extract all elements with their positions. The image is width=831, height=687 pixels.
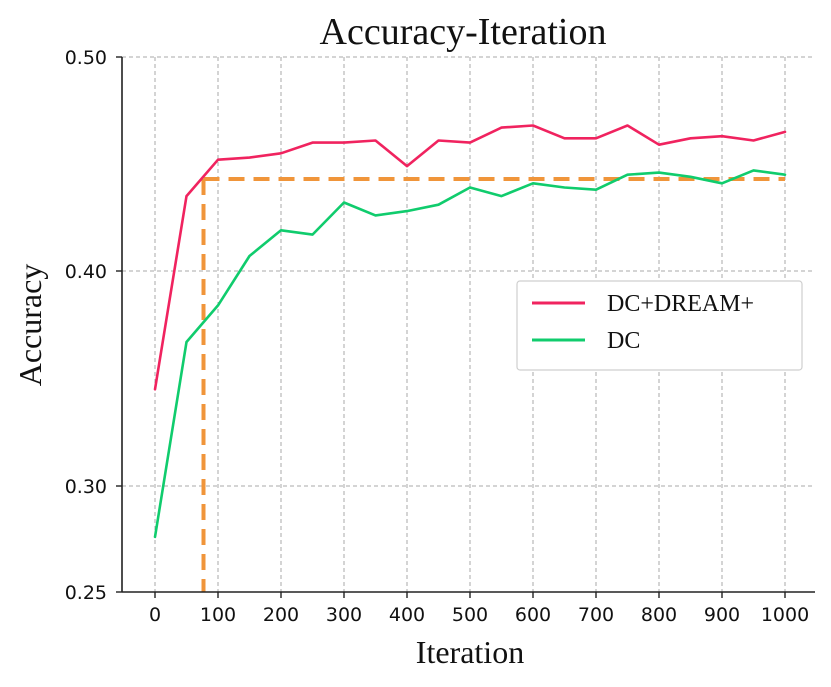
series-group: [153, 124, 787, 539]
legend-label-dc-dream: DC+DREAM+: [607, 291, 754, 317]
y-tick-label: 0.40: [65, 261, 107, 283]
x-tick-label: 0: [149, 604, 161, 626]
series-line-dc-dream: [153, 124, 787, 391]
x-tick-label: 500: [452, 604, 488, 626]
series-line-dc: [153, 169, 787, 539]
y-axis-label: Accuracy: [12, 264, 48, 387]
x-tick-label: 800: [641, 604, 677, 626]
x-tick-label: 400: [389, 604, 425, 626]
legend-box: [516, 280, 803, 371]
axes: [121, 57, 815, 593]
x-tick-label: 1000: [761, 604, 809, 626]
x-axis-label: Iteration: [416, 634, 524, 670]
legend-label-dc: DC: [607, 328, 640, 354]
x-tick-label: 700: [578, 604, 614, 626]
x-tick-label: 600: [515, 604, 551, 626]
x-tick-label: 100: [200, 604, 236, 626]
x-tick-label: 900: [704, 604, 740, 626]
x-tick-label: 300: [326, 604, 362, 626]
y-tick-label: 0.50: [65, 47, 107, 69]
x-tick-label: 200: [263, 604, 299, 626]
y-tick-label: 0.25: [65, 582, 107, 604]
reference-lines: [201, 176, 785, 592]
y-tick-label: 0.30: [65, 476, 107, 498]
x-axis-ticks: 0 100 200 300 400 500 600 700 800 900 1000: [149, 592, 809, 626]
chart-title: Accuracy-Iteration: [320, 11, 607, 53]
y-axis-ticks: 0.25 0.30 0.40 0.50: [65, 47, 122, 604]
legend: DC+DREAM+ DC: [516, 280, 803, 371]
